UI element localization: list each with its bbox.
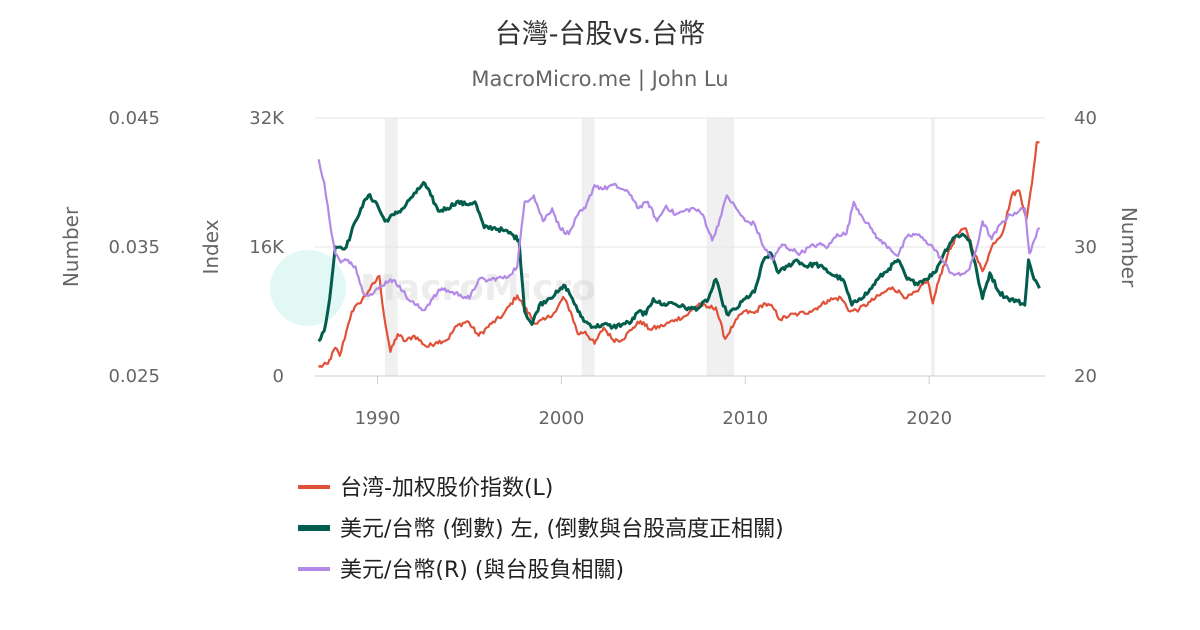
legend-item-2[interactable]: 美元/台幣(R) (與台股負相關) [340,558,624,583]
legend-item-0[interactable]: 台湾-加权股价指数(L) [340,476,553,501]
chart-title: 台灣-台股vs.台幣 [495,19,705,50]
right-tick-label: 30 [1074,237,1097,258]
outer-left-tick-label: 0.025 [108,366,160,387]
series-line-0 [318,141,1040,369]
outer-left-tick-label: 0.045 [108,108,160,129]
right-tick-label: 20 [1074,366,1097,387]
series-lines [317,141,1041,369]
right-axis-title: Number [1117,207,1141,288]
x-tick-label: 2000 [538,408,584,429]
outer-left-axis-title: Number [59,206,83,287]
left-tick-label: 0 [273,366,284,387]
left-axis-title: Index [199,219,223,274]
gridlines [315,117,1045,377]
legend-item-1[interactable]: 美元/台幣 (倒數) 左, (倒數與台股高度正相關) [340,517,784,542]
axes: 1990 2000 2010 2020 0.025 0.035 0.045 0 16K 32K 20… [59,108,1141,429]
legend: 台湾-加权股价指数(L) 美元/台幣 (倒數) 左, (倒數與台股高度正相關) 美元… [298,476,784,583]
watermark: MacroMicro [270,250,596,326]
series-line-2 [317,159,1041,312]
watermark-text: MacroMicro [360,268,596,309]
x-tick-label: 1990 [355,408,401,429]
series-line-1 [317,181,1041,343]
left-tick-label: 32K [249,108,285,129]
left-tick-label: 16K [249,237,285,258]
chart-subtitle: MacroMicro.me | John Lu [471,67,728,92]
right-tick-label: 40 [1074,108,1097,129]
outer-left-tick-label: 0.035 [108,237,160,258]
x-tick-label: 2020 [906,408,952,429]
x-tick-label: 2010 [722,408,768,429]
